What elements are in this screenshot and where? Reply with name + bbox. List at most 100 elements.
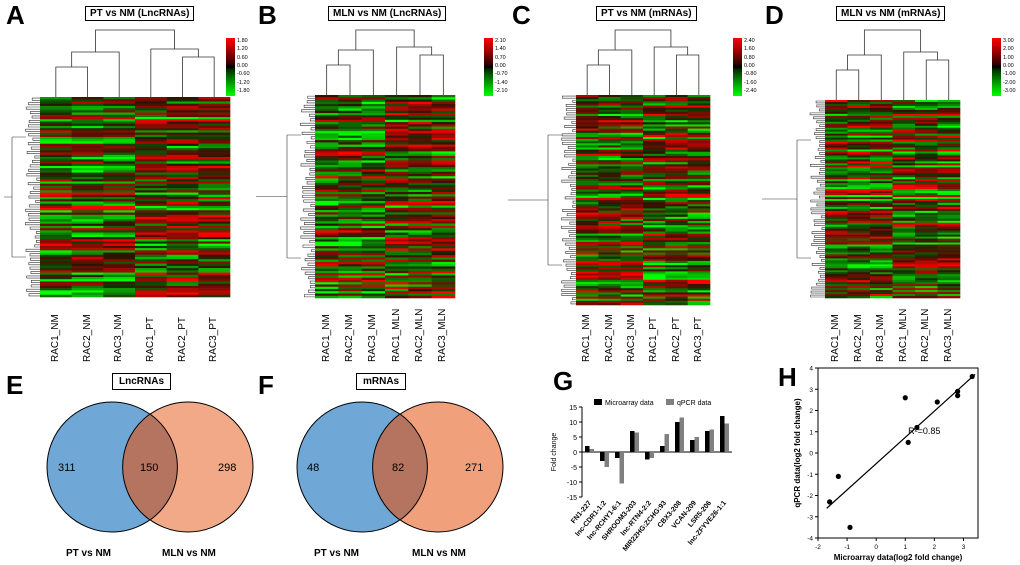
y-tick-label: 10 — [569, 420, 577, 427]
column-label: RAC3_NM — [875, 314, 887, 362]
x-tick-label: 0 — [874, 544, 878, 551]
column-label: RAC2_NM — [344, 314, 355, 362]
row-dendrogram-A — [4, 97, 40, 297]
y-tick-label: 4 — [809, 366, 813, 373]
venn-set-left-E: PT vs NM — [66, 548, 112, 559]
x-tick-label: 1 — [903, 544, 907, 551]
column-label: RAC1_MLN — [390, 308, 402, 362]
legend-label: 1.40 — [495, 46, 506, 53]
bar-qpcr-data — [709, 429, 714, 452]
legend-label: 0.70 — [495, 54, 506, 61]
column-label: RAC3_MLN — [437, 308, 449, 362]
y-tick-label: -5 — [571, 465, 577, 472]
legend-label: -2.40 — [744, 87, 757, 94]
column-label: RAC3_PT — [208, 316, 220, 362]
legend-label: 0.00 — [495, 62, 506, 69]
panel-letter-B: B — [258, 0, 277, 30]
data-point — [955, 393, 961, 399]
y-tick-label: 1 — [809, 429, 813, 436]
x-axis-label: Microarray data(log2 fold change) — [834, 553, 963, 562]
column-label: RAC2_NM — [603, 314, 615, 362]
bar-microarray-data — [690, 440, 695, 452]
column-label: RAC1_NM — [320, 314, 332, 362]
bar-microarray-data — [645, 452, 650, 460]
venn-count-right-F: 271 — [465, 462, 484, 474]
y-tick-label: 0 — [573, 450, 577, 457]
legend-label: 0.80 — [744, 54, 755, 61]
color-legend-bar-A — [226, 38, 235, 96]
column-dendrogram-D — [835, 29, 950, 100]
venn-diagram-F — [296, 401, 504, 533]
panel-letter-H: H — [778, 362, 797, 392]
y-axis-label: Fold change — [551, 433, 558, 472]
color-legend-bar-B — [484, 38, 493, 96]
row-dendrogram-C — [508, 95, 576, 305]
panel-letter-G: G — [553, 366, 574, 396]
column-label: RAC1_MLN — [897, 308, 909, 362]
y-tick-label: -4 — [807, 536, 813, 543]
venn-count-right-E: 298 — [218, 462, 237, 474]
column-label: RAC3_PT — [692, 316, 704, 362]
legend-label: 1.20 — [237, 46, 248, 53]
venn-set-right-E: MLN vs NM — [162, 548, 216, 559]
legend-label: 3.00 — [1003, 38, 1014, 44]
panel-letter-D: D — [765, 0, 784, 30]
heatmap-cells-B — [315, 95, 456, 299]
column-label: RAC1_PT — [144, 316, 156, 362]
data-point — [914, 424, 920, 431]
venn-set-right-F: MLN vs NM — [412, 548, 466, 559]
heatmap-cells-D — [825, 100, 961, 299]
legend-label: 1.00 — [1003, 54, 1014, 61]
data-point — [969, 373, 975, 380]
venn-count-middle-E: 150 — [140, 462, 159, 474]
column-label: RAC3_MLN — [942, 308, 954, 362]
r-squared-annotation: R²=0.85 — [908, 426, 940, 436]
column-label: RAC2_NM — [852, 314, 864, 362]
data-point — [835, 473, 841, 479]
y-tick-label: -3 — [807, 514, 813, 521]
column-label: RAC1_NM — [49, 314, 61, 362]
column-dendrogram-B — [326, 29, 444, 95]
legend-label: 2.00 — [1003, 46, 1014, 53]
bar-microarray-data — [720, 416, 725, 452]
column-label: RAC2_PT — [670, 316, 682, 362]
legend-label: Microarray data — [605, 400, 654, 407]
bar-qpcr-data — [679, 417, 684, 452]
heatmap-D — [762, 29, 961, 299]
bar-microarray-data — [660, 446, 665, 452]
column-label: RAC3_NM — [113, 314, 125, 362]
row-dendrogram-D — [762, 100, 825, 298]
color-legend-bar-C — [733, 38, 742, 96]
heatmap-title-D: MLN vs NM (mRNAs) — [836, 6, 946, 21]
y-axis-label: qPCR data(log2 fold change) — [793, 398, 802, 508]
legend-label: -1.20 — [237, 79, 250, 86]
legend-label: 1.60 — [744, 46, 755, 53]
y-tick-label: 3 — [809, 387, 813, 394]
column-label: RAC1_NM — [830, 314, 842, 362]
column-label: RAC2_NM — [81, 314, 93, 362]
bar-microarray-data — [585, 446, 590, 452]
column-dendrogram-C — [586, 29, 700, 95]
bar-microarray-data — [705, 431, 710, 452]
venn-count-left-F: 48 — [307, 462, 320, 474]
bar-microarray-data — [675, 422, 680, 452]
heatmap-title-B: MLN vs NM (LncRNAs) — [328, 6, 447, 21]
legend-label: 0.00 — [744, 62, 755, 69]
column-label: RAC2_PT — [176, 316, 188, 362]
legend-label: qPCR data — [677, 400, 711, 407]
legend-label: -3.00 — [1003, 87, 1016, 94]
x-tick-label: -2 — [815, 544, 821, 551]
bar-microarray-data — [615, 452, 620, 458]
y-tick-label: 2 — [809, 408, 813, 415]
regression-line — [826, 373, 976, 509]
x-tick-label: -1 — [844, 544, 850, 551]
legend-label: -1.60 — [744, 79, 757, 86]
column-dendrogram-A — [55, 29, 215, 97]
bar-qpcr-data — [694, 437, 699, 452]
data-point — [905, 439, 911, 445]
data-point — [902, 395, 908, 401]
panel-letter-F: F — [258, 370, 274, 400]
bar-qpcr-data — [724, 423, 729, 452]
y-tick-label: -2 — [807, 493, 813, 500]
